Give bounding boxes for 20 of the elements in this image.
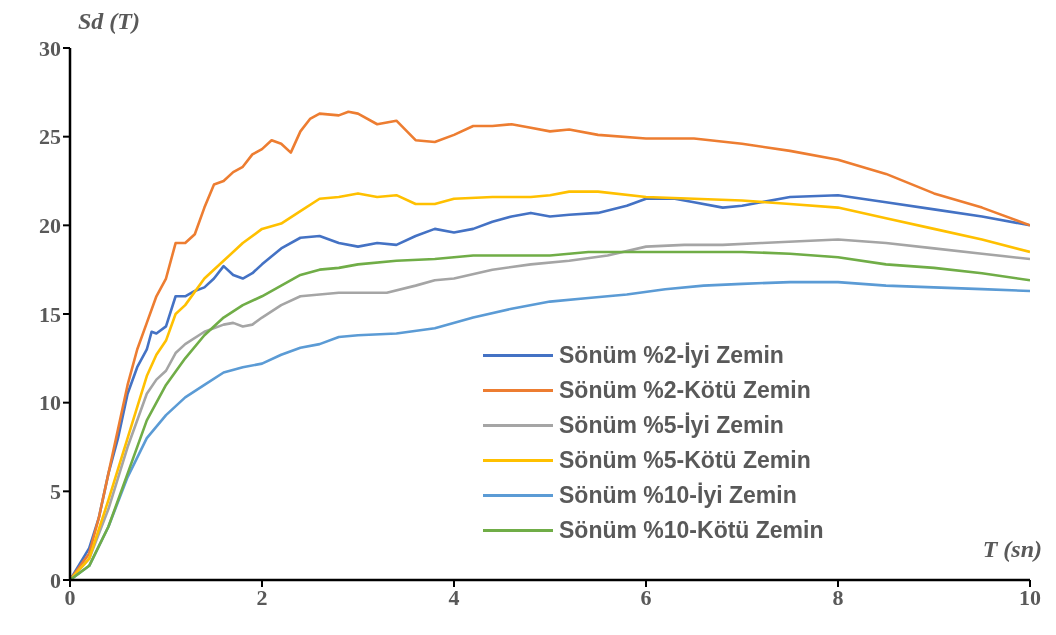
legend-label: Sönüm %5-İyi Zemin	[559, 412, 784, 439]
x-tick-label: 6	[640, 584, 652, 610]
y-tick-label: 5	[50, 479, 61, 505]
x-tick-label: 10	[1019, 584, 1041, 610]
y-axis-title: Sd (T)	[78, 8, 140, 35]
x-tick-label: 4	[448, 584, 460, 610]
legend-label: Sönüm %2-Kötü Zemin	[559, 377, 811, 404]
legend-label: Sönüm %10-Kötü Zemin	[559, 517, 824, 544]
legend-label: Sönüm %2-İyi Zemin	[559, 342, 784, 369]
legend-label: Sönüm %5-Kötü Zemin	[559, 447, 811, 474]
y-tick-label: 25	[39, 124, 61, 150]
y-tick-label: 15	[39, 301, 61, 327]
legend-label: Sönüm %10-İyi Zemin	[559, 482, 797, 509]
x-tick-label: 8	[832, 584, 844, 610]
y-tick-label: 10	[39, 390, 61, 416]
x-axis-title: T (sn)	[982, 536, 1042, 563]
x-tick-label: 2	[256, 584, 268, 610]
y-tick-label: 20	[39, 213, 61, 239]
y-tick-label: 0	[50, 567, 61, 593]
y-tick-label: 30	[39, 35, 61, 61]
